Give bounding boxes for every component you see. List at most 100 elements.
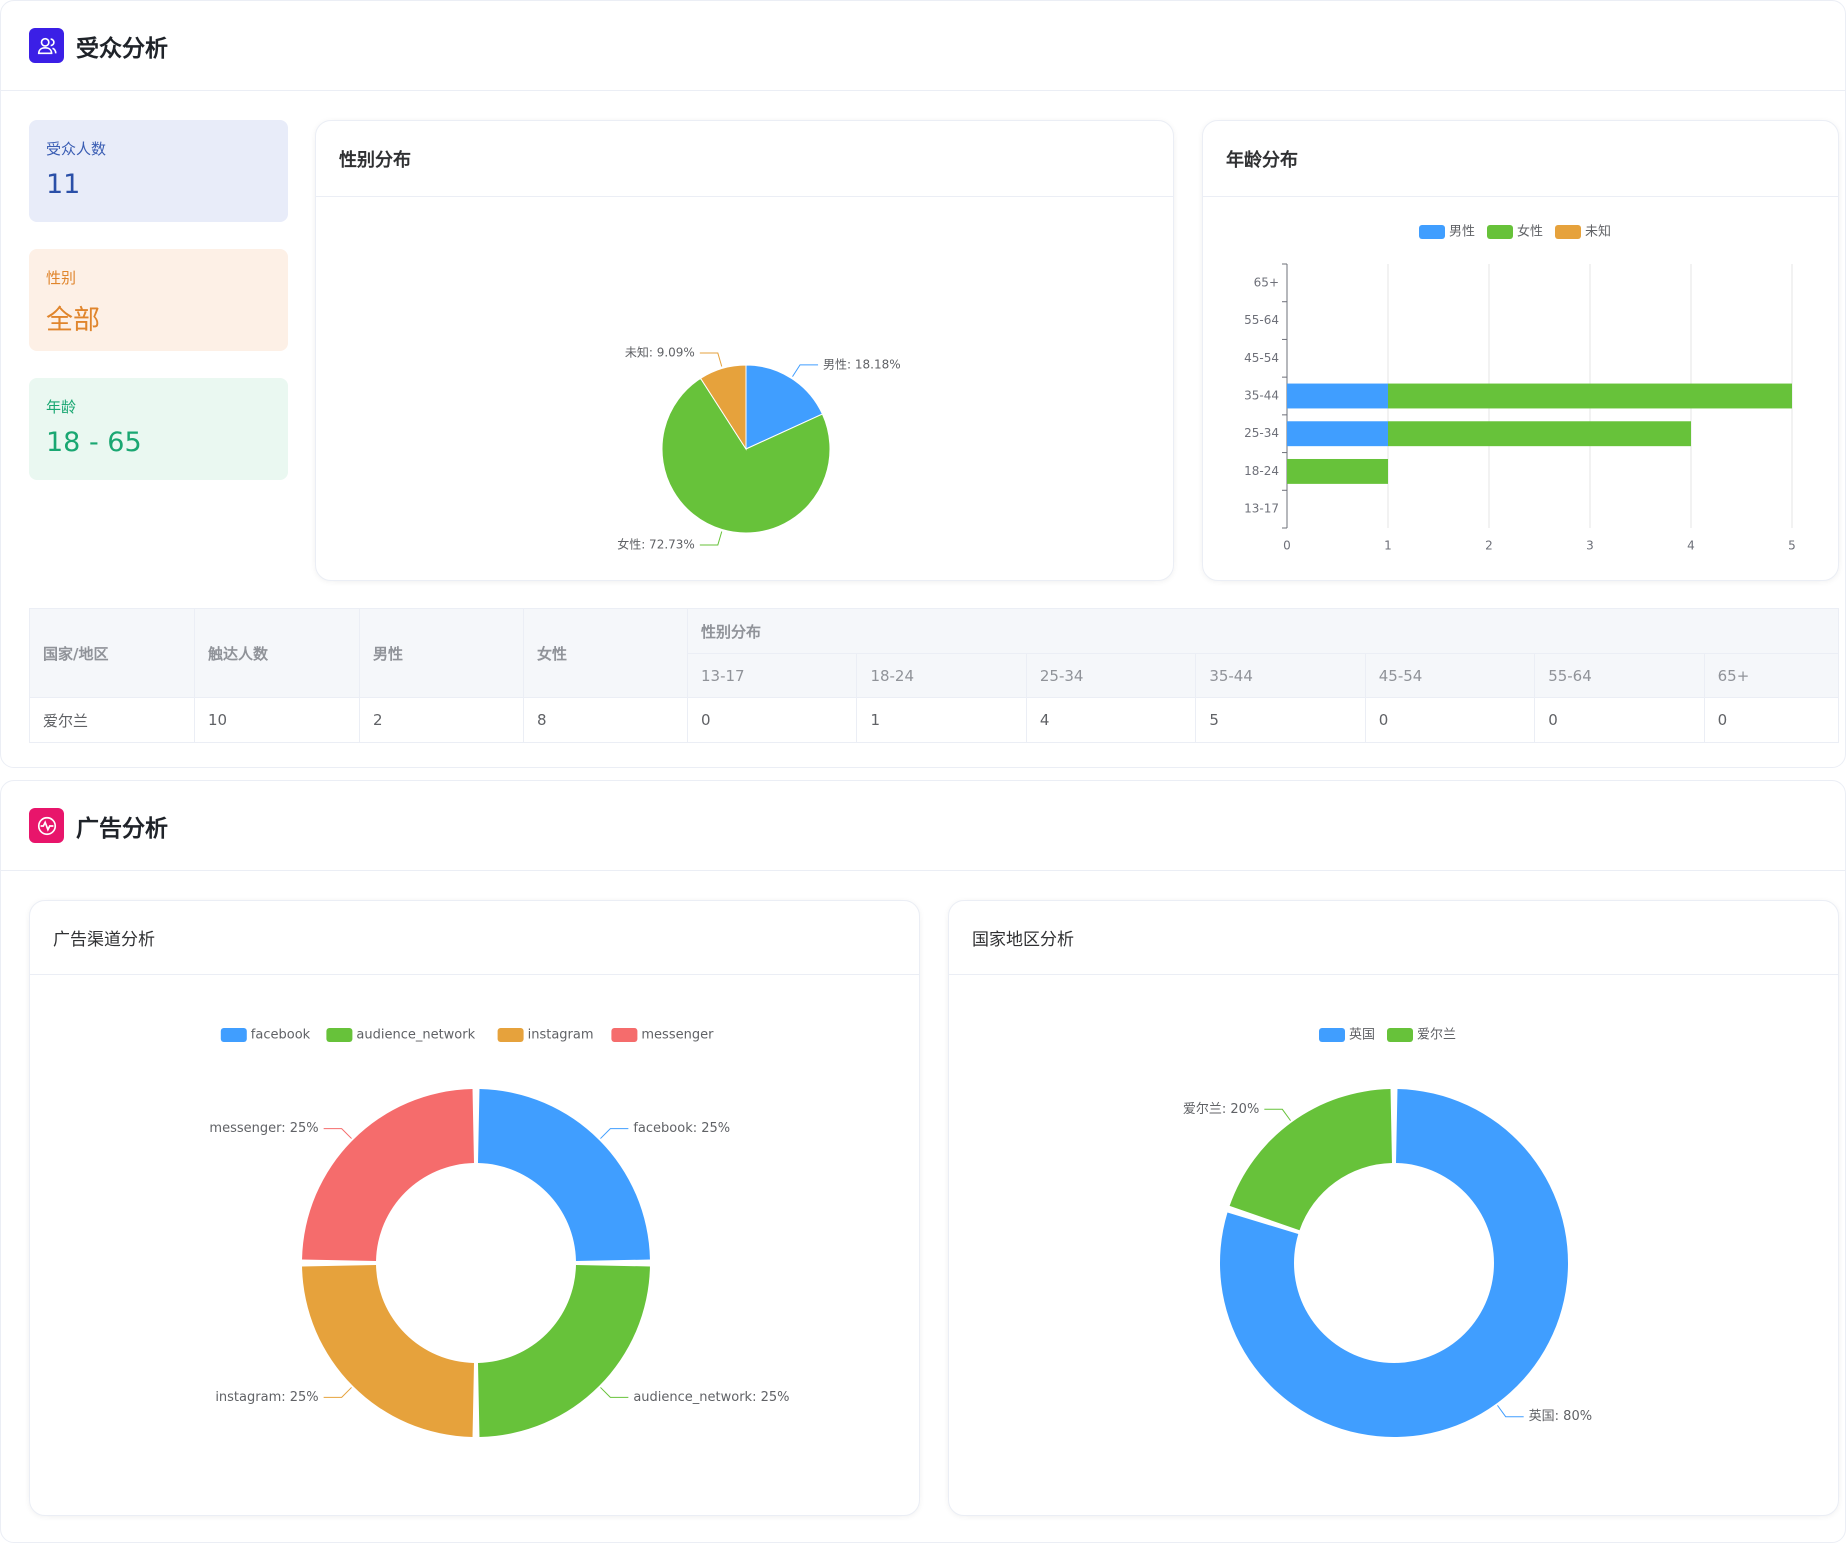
pie-label-line [323, 1387, 352, 1398]
legend-swatch [1487, 225, 1513, 239]
pie-label-line [699, 531, 723, 546]
stat-value: 全部 [46, 305, 100, 336]
th-age-group: 25-34 [1025, 653, 1197, 698]
legend-label: 爱尔兰 [1417, 1028, 1456, 1043]
region-panel-title: 国家地区分析 [949, 901, 1838, 975]
x-tick-label: 3 [1586, 539, 1594, 553]
cell-female: 8 [523, 697, 688, 743]
channel-donut-chart: facebook audience_network instagram messeng… [209, 1028, 790, 1437]
cell-country: 爱尔兰 [29, 697, 195, 743]
ads-title: 广告分析 [76, 815, 168, 842]
th-age-group: 65+ [1703, 653, 1840, 698]
legend-label: messenger [641, 1028, 714, 1043]
pie-label-line [1264, 1108, 1291, 1121]
bar [1388, 421, 1691, 447]
pie-slice [302, 1264, 475, 1437]
stat-audience-count: 受众人数 11 [29, 120, 288, 222]
cell-male: 2 [359, 697, 524, 743]
legend-label: 男性 [1449, 225, 1475, 240]
pie-label-line [1497, 1405, 1524, 1418]
pie-label-line [792, 364, 819, 377]
audience-header: 受众分析 [1, 1, 1845, 91]
th-age-group: 55-64 [1534, 653, 1705, 698]
legend-label: 女性 [1517, 224, 1543, 240]
gender-pie-chart: 男性: 18.18% 女性: 72.73% 未知: 9.09% [617, 346, 901, 552]
legend-swatch [1419, 225, 1445, 239]
pie-slice [745, 364, 824, 450]
channel-panel: 广告渠道分析 facebook audience_network instagram… [29, 900, 920, 1516]
x-tick-label: 0 [1283, 539, 1291, 553]
x-tick-label: 1 [1384, 539, 1392, 553]
pie-slice [661, 377, 831, 534]
activity-icon [29, 808, 64, 843]
bar [1287, 458, 1388, 484]
gender-panel-title: 性别分布 [316, 121, 1173, 197]
y-tick-label: 55-64 [1244, 313, 1279, 327]
x-tick-label: 4 [1687, 539, 1695, 553]
legend-label: audience_network [356, 1028, 475, 1043]
ads-header: 广告分析 [1, 781, 1845, 871]
pie-label: messenger: 25% [209, 1121, 318, 1136]
legend-label: 英国 [1349, 1028, 1375, 1043]
stat-label: 性别 [46, 269, 77, 287]
cell-reach: 10 [194, 697, 360, 743]
pie-label-line [323, 1128, 352, 1139]
legend-swatch [1319, 1028, 1345, 1042]
pie-slice [477, 1089, 650, 1262]
th-gender-dist: 性别分布 [687, 608, 1839, 654]
bar [1287, 421, 1388, 447]
th-male: 男性 [359, 608, 524, 698]
audience-title: 受众分析 [76, 35, 168, 62]
pie-label: 未知: 9.09% [625, 346, 695, 360]
legend-swatch [220, 1028, 247, 1042]
cell-age: 0 [686, 697, 858, 743]
th-age-group: 45-54 [1364, 653, 1536, 698]
region-table: 国家/地区 触达人数 男性 女性 性别分布 13-17 18-24 25-34 … [29, 608, 1840, 743]
y-tick-label: 35-44 [1244, 389, 1279, 403]
pie-label: 英国: 80% [1529, 1409, 1592, 1424]
pie-label: 女性: 72.73% [617, 536, 695, 551]
pie-slice [1220, 1089, 1568, 1437]
th-reach: 触达人数 [194, 608, 360, 698]
th-age-group: 13-17 [686, 653, 858, 698]
pie-slice [1229, 1089, 1393, 1231]
gender-panel: 性别分布 男性: 18.18% 女性: 72.73% 未知: 9.09% [315, 120, 1174, 581]
pie-label-line [600, 1387, 629, 1398]
legend-swatch [497, 1028, 524, 1042]
cell-age: 0 [1364, 697, 1536, 743]
pie-label-line [699, 352, 723, 367]
age-panel-title: 年龄分布 [1203, 121, 1838, 197]
pie-slice [477, 1264, 650, 1437]
stat-label: 年龄 [46, 398, 77, 416]
legend-label: facebook [251, 1028, 311, 1043]
stat-gender: 性别 全部 [29, 249, 288, 351]
region-panel: 国家地区分析 英国 爱尔兰英国: 80% 爱尔兰: 20% [948, 900, 1839, 1516]
table-row: 爱尔兰 10 2 8 0 1 4 5 0 0 0 [29, 697, 1840, 743]
x-tick-label: 5 [1788, 539, 1796, 553]
stat-value: 11 [46, 169, 81, 200]
pie-label-line [600, 1128, 629, 1139]
legend-label: 未知 [1585, 224, 1611, 240]
legend-swatch [1555, 225, 1581, 239]
y-tick-label: 13-17 [1244, 502, 1279, 516]
pie-label: instagram: 25% [215, 1390, 318, 1405]
bar [1287, 383, 1388, 409]
ads-section: 广告分析 广告渠道分析 facebook audience_network inst… [0, 780, 1846, 1543]
pie-slice [699, 364, 747, 451]
pie-label: facebook: 25% [633, 1121, 730, 1136]
stat-age: 年龄 18 - 65 [29, 378, 288, 480]
age-panel: 年龄分布 男性 女性 未知 0 1 2 3 4 5 13-17 18-24 25-34 35-44 45-… [1202, 120, 1839, 581]
pie-label: 爱尔兰: 20% [1183, 1102, 1259, 1117]
cell-age: 1 [856, 697, 1027, 743]
channel-panel-title: 广告渠道分析 [30, 901, 919, 975]
audience-section: 受众分析 受众人数 11 性别 全部 年龄 18 - 65 性别分布 男性: 1… [0, 0, 1846, 768]
pie-label: audience_network: 25% [633, 1390, 789, 1405]
legend-label: instagram [528, 1028, 594, 1043]
legend-swatch [1387, 1028, 1413, 1042]
x-tick-label: 2 [1485, 539, 1493, 553]
th-female: 女性 [523, 608, 688, 698]
pie-label: 男性: 18.18% [823, 357, 901, 371]
y-tick-label: 18-24 [1244, 464, 1279, 478]
y-tick-label: 25-34 [1244, 426, 1279, 440]
